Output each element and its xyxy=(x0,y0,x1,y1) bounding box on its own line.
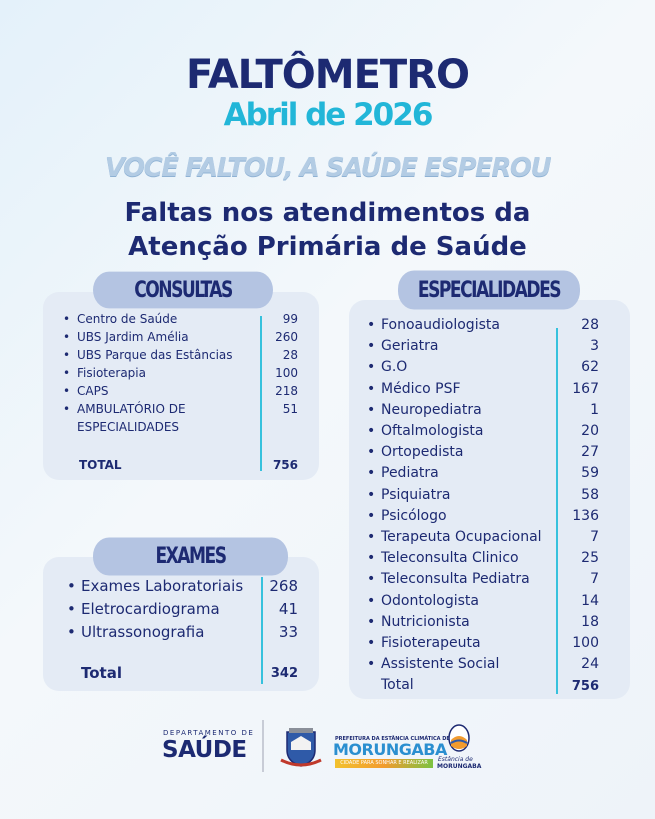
exames-item-value: 268 xyxy=(269,577,298,595)
subtitle-line-2: Atenção Primária de Saúde xyxy=(128,232,527,262)
consultas-total-label: TOTAL xyxy=(79,458,122,472)
especialidades-item-value: 18 xyxy=(581,613,599,630)
especialidades-item-value: 7 xyxy=(590,529,599,545)
dept-big-label: SAÚDE xyxy=(162,737,247,763)
especialidades-item-value: 59 xyxy=(581,465,599,482)
especialidades-item-value: 7 xyxy=(590,571,599,588)
exames-total-value: 342 xyxy=(270,666,298,681)
especialidades-item-value: 20 xyxy=(581,423,599,439)
especialidades-item-label: G.O xyxy=(367,359,408,375)
especialidades-item-value: 136 xyxy=(572,507,599,524)
exames-item-label: Eletrocardiograma xyxy=(67,600,220,618)
especialidades-item-value: 58 xyxy=(581,486,599,503)
consultas-divider xyxy=(260,316,262,471)
estancia-city-label: MORUNGABA xyxy=(437,763,482,770)
exames-title: EXAMES xyxy=(93,537,288,576)
prefeitura-small-label: PREFEITURA DA ESTÂNCIA CLIMÁTICA DE xyxy=(335,736,450,742)
footer: DEPARTAMENTO DE SAÚDE PREFEITURA DA ESTÂ… xyxy=(0,712,655,782)
prefeitura-slogan: CIDADE PARA SONHAR E REALIZAR xyxy=(335,759,433,768)
consultas-item-label: AMBULATÓRIO DE xyxy=(63,402,186,416)
especialidades-item-label: Pediatra xyxy=(367,465,439,481)
especialidades-item-label: Fonoaudiologista xyxy=(367,317,500,333)
especialidades-total-label: Total xyxy=(381,677,414,693)
consultas-total-value: 756 xyxy=(272,458,298,472)
especialidades-item-label: Odontologista xyxy=(367,593,479,609)
month-label: Abril de 2026 xyxy=(223,97,434,133)
especialidades-item-label: Oftalmologista xyxy=(367,423,484,439)
consultas-card: Centro de Saúde 99 UBS Jardim Amélia 260 UBS… xyxy=(43,292,319,480)
estancia-top-label: Estância de xyxy=(438,756,473,763)
slogan: VOCÊ FALTOU, A SAÚDE ESPEROU xyxy=(104,153,552,183)
subtitle-line-1: Faltas nos atendimentos da xyxy=(124,198,531,228)
especialidades-item-label: Teleconsulta Pediatra xyxy=(367,571,530,587)
especialidades-item-value: 14 xyxy=(581,592,599,609)
consultas-title: CONSULTAS xyxy=(93,271,273,309)
especialidades-item-label: Médico PSF xyxy=(367,381,461,397)
consultas-item-label: UBS Jardim Amélia xyxy=(63,330,189,344)
especialidades-item-value: 62 xyxy=(581,359,599,376)
especialidades-item-label: Assistente Social xyxy=(367,656,499,672)
consultas-item-value: 28 xyxy=(282,348,298,362)
consultas-item-value: 260 xyxy=(275,330,298,344)
especialidades-item-label: Ortopedista xyxy=(367,444,464,460)
consultas-item-label: Centro de Saúde xyxy=(63,312,177,326)
especialidades-item-label: Terapeuta Ocupacional xyxy=(367,529,542,545)
consultas-item-label: UBS Parque das Estâncias xyxy=(63,348,232,362)
exames-item-value: 33 xyxy=(278,623,298,641)
especialidades-item-label: Psicólogo xyxy=(367,508,446,524)
prefeitura-city: MORUNGABA xyxy=(333,740,447,759)
city-coat-of-arms-icon xyxy=(280,728,322,767)
consultas-item-value: 51 xyxy=(282,402,298,416)
exames-item-value: 41 xyxy=(278,600,298,618)
especialidades-item-value: 28 xyxy=(581,317,599,333)
consultas-item-value: 218 xyxy=(275,384,298,398)
consultas-item-value: 99 xyxy=(282,312,298,326)
especialidades-item-label: Nutricionista xyxy=(367,614,470,630)
consultas-item-label: CAPS xyxy=(63,384,109,398)
especialidades-item-value: 25 xyxy=(581,550,599,567)
especialidades-item-value: 100 xyxy=(572,635,599,651)
estancia-logo-icon xyxy=(448,724,470,752)
especialidades-card: Fonoaudiologista 28 Geriatra 3 G.O 62 Médico P… xyxy=(349,300,630,699)
exames-item-label: Exames Laboratoriais xyxy=(67,577,243,595)
especialidades-item-value: 24 xyxy=(581,656,599,673)
subtitle: Faltas nos atendimentos da Atenção Primá… xyxy=(0,196,655,264)
exames-divider xyxy=(261,577,263,684)
especialidades-item-label: Geriatra xyxy=(367,338,438,354)
especialidades-item-value: 27 xyxy=(581,444,599,461)
especialidades-item-label: Neuropediatra xyxy=(367,402,482,418)
page-title: FALTÔMETRO xyxy=(185,52,470,98)
especialidades-item-value: 3 xyxy=(590,338,599,355)
especialidades-item-label: Teleconsulta Clinico xyxy=(367,550,519,566)
especialidades-item-label: Fisioterapeuta xyxy=(367,635,481,651)
exames-item-label: Ultrassonografia xyxy=(67,623,204,641)
especialidades-total-value: 756 xyxy=(571,679,599,694)
especialidades-item-value: 1 xyxy=(590,401,599,418)
dept-small-label: DEPARTAMENTO DE xyxy=(163,729,255,737)
especialidades-title: ESPECIALIDADES xyxy=(398,270,580,310)
especialidades-divider xyxy=(556,328,558,694)
footer-divider xyxy=(262,720,264,772)
consultas-item-label: Fisioterapia xyxy=(63,366,146,380)
especialidades-item-label: Psiquiatra xyxy=(367,487,451,503)
consultas-item-label-cont: ESPECIALIDADES xyxy=(77,420,180,434)
especialidades-item-value: 167 xyxy=(572,380,599,397)
exames-total-label: Total xyxy=(81,664,122,682)
exames-card: Exames Laboratoriais 268 Eletrocardiograma… xyxy=(43,557,319,691)
consultas-item-value: 100 xyxy=(275,366,298,380)
